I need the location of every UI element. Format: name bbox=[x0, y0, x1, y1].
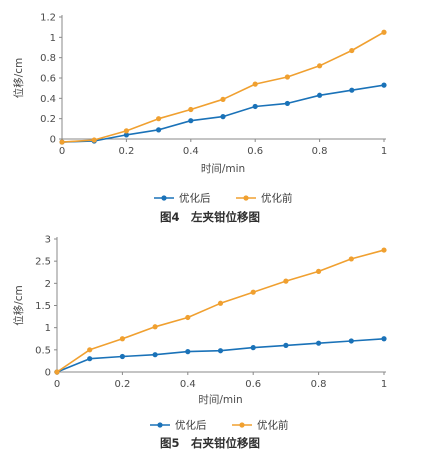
data-point-after bbox=[87, 356, 93, 362]
data-point-after bbox=[123, 132, 129, 138]
y-tick-label: 0.2 bbox=[40, 114, 56, 125]
data-point-before bbox=[283, 278, 289, 284]
y-tick-label: 0.4 bbox=[40, 94, 56, 105]
x-tick-label: 0.8 bbox=[311, 379, 327, 390]
x-axis-label: 时间/min bbox=[198, 393, 242, 406]
data-point-before bbox=[152, 324, 158, 330]
data-point-before bbox=[317, 63, 323, 69]
data-point-after bbox=[381, 336, 387, 342]
data-point-after bbox=[283, 342, 289, 348]
data-point-before bbox=[185, 314, 191, 321]
data-point-after bbox=[185, 349, 191, 355]
x-tick-label: 0.6 bbox=[245, 379, 261, 390]
data-point-before bbox=[349, 47, 355, 54]
data-point-after bbox=[381, 82, 387, 88]
x-tick-label: 0.4 bbox=[180, 379, 196, 390]
y-tick-label: 1.2 bbox=[40, 13, 56, 24]
data-point-before bbox=[220, 96, 226, 102]
data-point-after bbox=[316, 340, 322, 346]
data-point-before bbox=[119, 336, 125, 342]
x-tick-label: 0 bbox=[59, 146, 65, 157]
figure-caption: 图5 右夹钳位移图 bbox=[160, 436, 260, 450]
data-point-before bbox=[54, 369, 60, 375]
y-axis-label: 位移/cm bbox=[12, 285, 25, 326]
legend-label-after: 优化后 bbox=[179, 192, 211, 205]
y-tick-label: 0 bbox=[50, 135, 56, 146]
series-line-before bbox=[56, 249, 385, 373]
x-tick-label: 0.2 bbox=[118, 146, 134, 157]
x-tick-label: 0.6 bbox=[247, 146, 263, 157]
x-axis-label: 时间/min bbox=[201, 162, 245, 175]
x-tick-label: 1 bbox=[381, 146, 387, 157]
data-point-before bbox=[123, 128, 129, 134]
y-axis-label: 位移/cm bbox=[12, 58, 25, 99]
data-point-before bbox=[188, 106, 194, 113]
y-tick-label: 1 bbox=[50, 33, 56, 44]
data-point-after bbox=[250, 345, 256, 351]
data-point-after bbox=[349, 87, 355, 93]
y-tick-label: 1 bbox=[45, 323, 51, 334]
legend-label-before: 优化前 bbox=[257, 419, 289, 432]
legend-marker-after bbox=[157, 422, 163, 428]
data-point-before bbox=[59, 139, 65, 145]
data-point-after bbox=[317, 92, 323, 98]
y-tick-label: 0.8 bbox=[40, 53, 56, 64]
data-point-after bbox=[152, 352, 158, 358]
y-tick-label: 0 bbox=[45, 368, 51, 379]
series-line-before bbox=[61, 31, 385, 143]
data-point-after bbox=[188, 118, 194, 124]
y-tick-label: 0.5 bbox=[35, 345, 51, 356]
data-point-before bbox=[381, 247, 387, 253]
y-tick-label: 1.5 bbox=[35, 301, 51, 312]
data-point-before bbox=[250, 289, 256, 295]
data-point-before bbox=[381, 29, 387, 35]
data-point-before bbox=[156, 116, 162, 122]
legend-label-after: 优化后 bbox=[175, 419, 207, 432]
data-point-before bbox=[91, 137, 97, 143]
data-point-before bbox=[252, 81, 258, 87]
legend-marker-before bbox=[243, 195, 249, 201]
y-tick-label: 2.5 bbox=[35, 257, 51, 268]
figure-caption: 图4 左夹钳位移图 bbox=[160, 210, 260, 224]
data-point-after bbox=[284, 100, 290, 107]
data-point-before bbox=[87, 347, 93, 353]
data-point-after bbox=[217, 348, 224, 354]
data-point-before bbox=[348, 256, 354, 262]
chart-right-clamp: 0 0.5 1 1.5 2 2.5 3 0 0.2 0.4 0.6 0.8 1 时间/min 位移/cm 优化… bbox=[12, 235, 387, 451]
data-point-after bbox=[220, 114, 226, 120]
series-line-after bbox=[61, 84, 385, 143]
legend-label-before: 优化前 bbox=[261, 192, 293, 205]
y-tick-label: 0.6 bbox=[40, 74, 56, 85]
x-tick-label: 0.2 bbox=[114, 379, 130, 390]
data-point-after bbox=[348, 338, 354, 344]
x-tick-label: 0.8 bbox=[312, 146, 328, 157]
data-point-after bbox=[156, 127, 162, 133]
data-point-after bbox=[252, 103, 258, 110]
y-tick-label: 2 bbox=[45, 279, 51, 290]
legend: 优化后 优化前 bbox=[150, 419, 289, 432]
data-point-before bbox=[217, 300, 224, 306]
y-tick-label: 3 bbox=[45, 235, 51, 246]
legend-marker-after bbox=[161, 195, 167, 201]
data-point-after bbox=[119, 353, 125, 360]
x-tick-label: 1 bbox=[381, 379, 387, 390]
x-tick-label: 0.4 bbox=[183, 146, 199, 157]
legend-marker-before bbox=[239, 422, 245, 428]
chart-left-clamp: 0 0.2 0.4 0.6 0.8 1 1.2 0 0.2 0.4 0.6 0.8 1 时间/min 位移/… bbox=[12, 13, 387, 225]
x-tick-label: 0 bbox=[54, 379, 60, 390]
legend: 优化后 优化前 bbox=[154, 192, 293, 205]
data-point-before bbox=[284, 74, 290, 80]
data-point-before bbox=[316, 268, 322, 274]
